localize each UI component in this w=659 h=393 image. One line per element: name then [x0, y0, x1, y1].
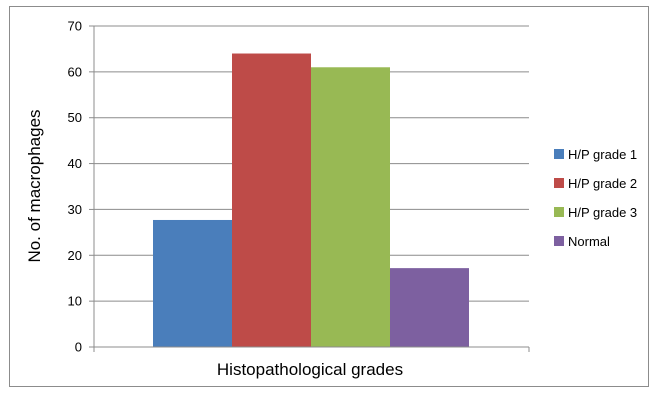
y-tick-label: 70: [68, 19, 82, 34]
bar-h-p-grade-1: [153, 219, 232, 347]
bar-h-p-grade-2: [232, 53, 311, 348]
bar-normal: [390, 268, 469, 347]
y-tick-label: 0: [75, 340, 82, 355]
x-axis-title: Histopathological grades: [217, 360, 403, 379]
legend-swatch: [554, 178, 564, 188]
legend-label: H/P grade 3: [568, 205, 637, 220]
legend-swatch: [554, 149, 564, 159]
legend-label: Normal: [568, 234, 610, 249]
legend-label: H/P grade 1: [568, 147, 637, 162]
y-tick-label: 60: [68, 64, 82, 79]
y-tick-label: 10: [68, 294, 82, 309]
legend: H/P grade 1 H/P grade 2 H/P grade 3 Normal: [554, 147, 637, 249]
bar-h-p-grade-3: [311, 67, 390, 348]
bars: [153, 53, 469, 348]
y-tick-labels: 0 10 20 30 40 50 60 70: [68, 19, 82, 355]
y-tick-label: 40: [68, 156, 82, 171]
y-tick-label: 20: [68, 248, 82, 263]
y-axis-title: No. of macrophages: [25, 109, 44, 262]
legend-swatch: [554, 236, 564, 246]
y-tick-label: 50: [68, 110, 82, 125]
y-tick-label: 30: [68, 202, 82, 217]
legend-swatch: [554, 207, 564, 217]
legend-label: H/P grade 2: [568, 176, 637, 191]
axes: [93, 26, 530, 352]
